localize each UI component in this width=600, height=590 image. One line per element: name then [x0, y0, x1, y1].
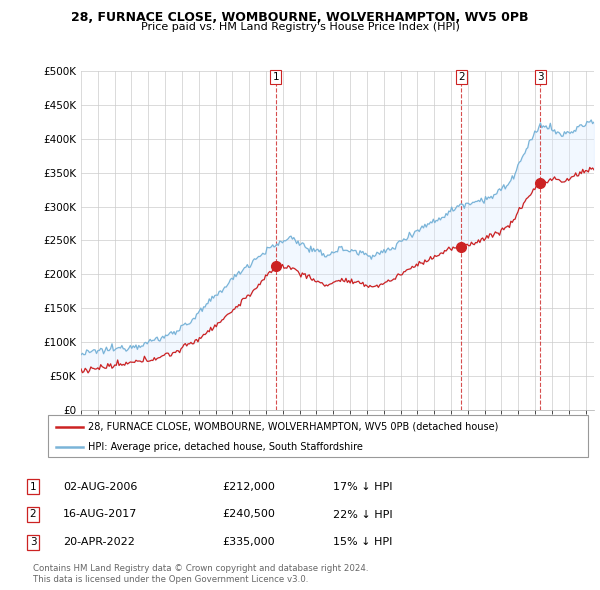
Text: 15% ↓ HPI: 15% ↓ HPI	[333, 537, 392, 547]
Text: 3: 3	[537, 72, 544, 82]
Text: 16-AUG-2017: 16-AUG-2017	[63, 510, 137, 519]
Text: Contains HM Land Registry data © Crown copyright and database right 2024.: Contains HM Land Registry data © Crown c…	[33, 565, 368, 573]
Text: 28, FURNACE CLOSE, WOMBOURNE, WOLVERHAMPTON, WV5 0PB (detached house): 28, FURNACE CLOSE, WOMBOURNE, WOLVERHAMP…	[89, 422, 499, 432]
Text: £335,000: £335,000	[222, 537, 275, 547]
Text: £212,000: £212,000	[222, 482, 275, 491]
Text: HPI: Average price, detached house, South Staffordshire: HPI: Average price, detached house, Sout…	[89, 442, 364, 451]
FancyBboxPatch shape	[48, 415, 588, 457]
Text: 02-AUG-2006: 02-AUG-2006	[63, 482, 137, 491]
Text: 2: 2	[29, 510, 37, 519]
Text: 22% ↓ HPI: 22% ↓ HPI	[333, 510, 392, 519]
Text: Price paid vs. HM Land Registry's House Price Index (HPI): Price paid vs. HM Land Registry's House …	[140, 22, 460, 32]
Text: This data is licensed under the Open Government Licence v3.0.: This data is licensed under the Open Gov…	[33, 575, 308, 584]
Text: 17% ↓ HPI: 17% ↓ HPI	[333, 482, 392, 491]
Text: 2: 2	[458, 72, 465, 82]
Text: £240,500: £240,500	[222, 510, 275, 519]
Text: 28, FURNACE CLOSE, WOMBOURNE, WOLVERHAMPTON, WV5 0PB: 28, FURNACE CLOSE, WOMBOURNE, WOLVERHAMP…	[71, 11, 529, 24]
Text: 3: 3	[29, 537, 37, 547]
Text: 1: 1	[29, 482, 37, 491]
Text: 1: 1	[272, 72, 279, 82]
Text: 20-APR-2022: 20-APR-2022	[63, 537, 135, 547]
